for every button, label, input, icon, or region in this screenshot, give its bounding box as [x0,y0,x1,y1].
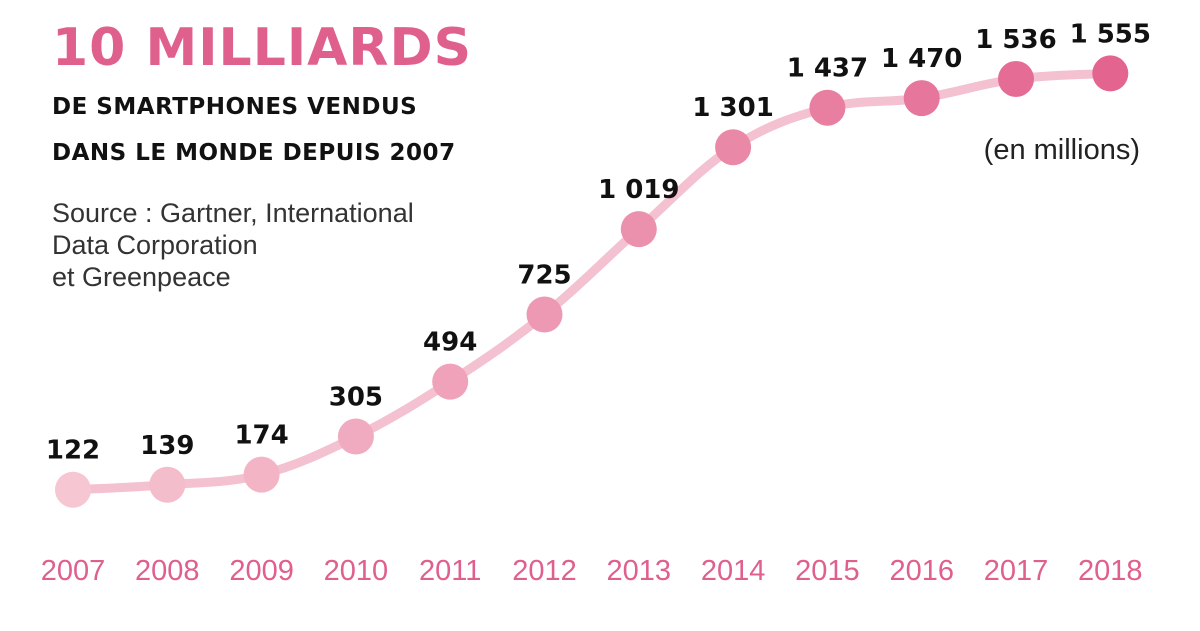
data-point-2018 [1092,55,1129,92]
x-tick-label-2010: 2010 [324,555,389,587]
x-tick-label-2017: 2017 [984,555,1049,587]
data-point-2008 [149,466,186,503]
data-label-2015: 1 437 [787,54,868,84]
data-label-2017: 1 536 [975,25,1056,55]
x-tick-label-2018: 2018 [1078,555,1143,587]
x-tick-label-2009: 2009 [229,555,294,587]
headline: 10 MILLIARDS [52,18,473,78]
x-tick-label-2008: 2008 [135,555,200,587]
data-label-2014: 1 301 [692,93,773,123]
source-line-2: Data Corporation [52,230,258,260]
series-line [68,68,1115,495]
data-label-2008: 139 [140,431,194,461]
x-tick-label-2007: 2007 [41,555,106,587]
data-point-2014 [715,129,752,166]
data-label-2018: 1 555 [1070,19,1151,49]
data-label-2007: 122 [46,436,100,466]
data-point-2010 [337,418,374,455]
data-point-2007 [55,471,91,508]
data-point-2016 [903,80,940,117]
data-label-2009: 174 [234,421,288,451]
data-label-2011: 494 [423,328,477,358]
data-point-2009 [243,456,280,493]
source-line-1: Source : Gartner, International [52,198,414,228]
x-tick-label-2011: 2011 [419,555,481,587]
unit-label: (en millions) [983,134,1140,166]
data-point-2015 [809,89,846,126]
x-tick-label-2016: 2016 [889,555,954,587]
data-label-2016: 1 470 [881,44,962,74]
data-label-2013: 1 019 [598,175,679,205]
data-label-2012: 725 [517,261,571,291]
data-point-2017 [998,60,1034,97]
source-note: Source : Gartner, International Data Cor… [52,197,414,293]
x-tick-label-2013: 2013 [607,555,672,587]
data-point-2013 [620,211,657,248]
data-label-2010: 305 [329,383,383,413]
data-point-2011 [432,363,469,400]
x-tick-label-2014: 2014 [701,555,766,587]
source-line-3: et Greenpeace [52,262,231,292]
subtitle-line-2: DANS LE MONDE DEPUIS 2007 [52,140,456,166]
x-tick-label-2015: 2015 [795,555,860,587]
subtitle-line-1: DE SMARTPHONES VENDUS [52,94,418,120]
data-point-2012 [526,296,563,333]
x-tick-label-2012: 2012 [512,555,577,587]
